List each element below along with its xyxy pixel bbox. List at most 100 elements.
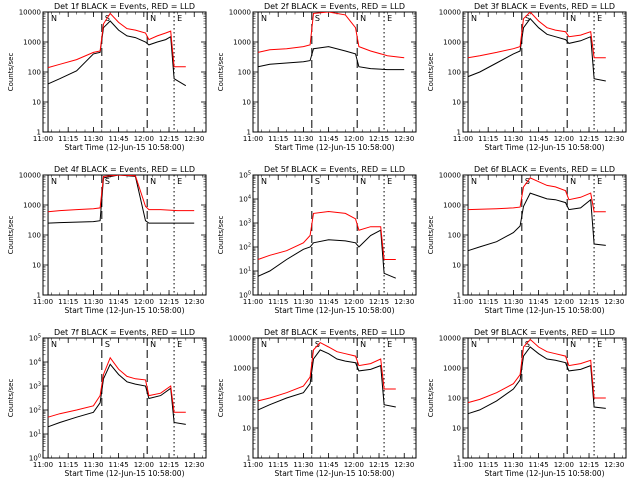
region-marker-label: S — [105, 340, 110, 349]
x-axis-label: Start Time (12-Jun-15 10:58:00) — [485, 143, 605, 152]
x-tick-label: 11:45 — [109, 298, 129, 306]
y-tick-label: 10000 — [229, 9, 251, 17]
y-tick-label: 1000 — [233, 39, 251, 47]
lld-series-line — [257, 12, 405, 59]
region-marker-label: N — [570, 340, 576, 349]
x-tick-label: 11:00 — [453, 461, 473, 469]
chart-panel-5: Det 5f BLACK = Events, RED = LLD 100 101 10… — [217, 165, 417, 315]
x-tick-label: 11:00 — [33, 135, 53, 143]
x-tick-label: 11:15 — [268, 135, 288, 143]
x-tick-label: 11:15 — [478, 135, 498, 143]
chart-title: Det 9f BLACK = Events, RED = LLD — [474, 328, 615, 337]
x-tick-label: 12:00 — [134, 298, 154, 306]
chart-panel-1: Det 1f BLACK = Events, RED = LLD 1 10 100 10… — [7, 2, 207, 152]
plot-frame — [42, 337, 207, 459]
y-tick-label: 1 — [37, 129, 41, 137]
region-marker-label: E — [387, 14, 392, 23]
x-tick-label: 12:00 — [344, 135, 364, 143]
y-axis-label: Counts/sec — [217, 53, 225, 92]
y-tick-label: 1 — [457, 455, 461, 463]
chart-panel-7: Det 7f BLACK = Events, RED = LLD 100 101 10… — [7, 328, 207, 478]
y-tick-label: 1000 — [443, 365, 461, 373]
region-marker-label: N — [471, 340, 477, 349]
x-tick-label: 11:30 — [293, 461, 313, 469]
region-marker-label: N — [150, 177, 156, 186]
chart-panel-2: Det 2f BLACK = Events, RED = LLD 1 10 100 10… — [217, 2, 417, 152]
x-tick-label: 12:00 — [344, 461, 364, 469]
x-tick-label: 12:30 — [394, 461, 414, 469]
x-tick-label: 12:15 — [579, 298, 599, 306]
x-tick-label: 12:00 — [554, 298, 574, 306]
chart-title: Det 2f BLACK = Events, RED = LLD — [264, 2, 405, 11]
x-axis-label: Start Time (12-Jun-15 10:58:00) — [65, 469, 185, 478]
region-marker-label: E — [387, 340, 392, 349]
x-tick-label: 11:30 — [503, 298, 523, 306]
y-tick-label: 100 — [28, 69, 41, 77]
y-tick-label: 1 — [457, 292, 461, 300]
y-tick-label: 100 — [238, 69, 251, 77]
region-marker-label: N — [360, 14, 366, 23]
x-tick-label: 11:00 — [33, 298, 53, 306]
x-tick-label: 11:15 — [478, 461, 498, 469]
x-tick-label: 11:15 — [58, 135, 78, 143]
chart-title: Det 5f BLACK = Events, RED = LLD — [264, 165, 405, 174]
x-tick-label: 12:15 — [369, 461, 389, 469]
region-marker-label: S — [315, 14, 320, 23]
y-tick-label: 10000 — [439, 172, 461, 180]
y-tick-label: 1 — [37, 292, 41, 300]
y-tick-label: 103 — [29, 382, 41, 391]
x-axis-label: Start Time (12-Jun-15 10:58:00) — [65, 306, 185, 315]
plot-frame — [252, 337, 417, 459]
y-axis-label: Counts/sec — [7, 53, 15, 92]
x-tick-label: 11:30 — [293, 298, 313, 306]
y-tick-label: 101 — [29, 430, 41, 439]
plot-frame — [252, 174, 417, 296]
x-tick-label: 12:15 — [159, 461, 179, 469]
y-tick-label: 10 — [452, 262, 461, 270]
region-marker-label: N — [360, 340, 366, 349]
x-axis-label: Start Time (12-Jun-15 10:58:00) — [485, 306, 605, 315]
chart-panel-6: Det 6f BLACK = Events, RED = LLD 1 10 100 10… — [427, 165, 627, 315]
chart-panel-8: Det 8f BLACK = Events, RED = LLD 1 10 100 10… — [217, 328, 417, 478]
x-tick-label: 11:00 — [243, 461, 263, 469]
y-tick-label: 100 — [448, 69, 461, 77]
x-tick-label: 12:30 — [184, 135, 204, 143]
x-tick-label: 11:45 — [109, 135, 129, 143]
y-tick-label: 10 — [32, 262, 41, 270]
x-tick-label: 11:30 — [83, 298, 103, 306]
x-tick-label: 11:30 — [503, 461, 523, 469]
x-tick-label: 11:30 — [293, 135, 313, 143]
x-tick-label: 12:15 — [369, 135, 389, 143]
region-marker-label: S — [105, 177, 110, 186]
chart-title: Det 1f BLACK = Events, RED = LLD — [54, 2, 195, 11]
chart-title: Det 3f BLACK = Events, RED = LLD — [474, 2, 615, 11]
x-tick-label: 12:30 — [394, 298, 414, 306]
chart-panel-4: Det 4f BLACK = Events, RED = LLD 1 10 100 10… — [7, 165, 207, 315]
x-tick-label: 11:45 — [109, 461, 129, 469]
region-marker-label: N — [150, 14, 156, 23]
x-tick-label: 12:30 — [184, 461, 204, 469]
region-marker-label: N — [261, 14, 267, 23]
plot-frame — [252, 11, 417, 133]
y-tick-label: 100 — [448, 395, 461, 403]
region-marker-label: E — [177, 177, 182, 186]
x-axis-label: Start Time (12-Jun-15 10:58:00) — [275, 469, 395, 478]
plot-frame — [42, 11, 207, 133]
y-tick-label: 1000 — [233, 365, 251, 373]
lld-series-line — [47, 356, 186, 418]
x-tick-label: 12:15 — [579, 135, 599, 143]
region-marker-label: N — [51, 177, 57, 186]
plot-frame — [462, 174, 627, 296]
x-tick-label: 12:15 — [159, 298, 179, 306]
y-tick-label: 10 — [452, 99, 461, 107]
plot-frame — [42, 174, 207, 296]
region-marker-label: S — [315, 177, 320, 186]
y-tick-label: 1 — [247, 129, 251, 137]
y-tick-label: 10 — [242, 99, 251, 107]
x-tick-label: 11:15 — [268, 298, 288, 306]
y-tick-label: 1000 — [443, 202, 461, 210]
region-marker-label: N — [150, 340, 156, 349]
region-marker-label: N — [360, 177, 366, 186]
x-tick-label: 11:30 — [83, 135, 103, 143]
lld-series-line — [467, 338, 606, 404]
